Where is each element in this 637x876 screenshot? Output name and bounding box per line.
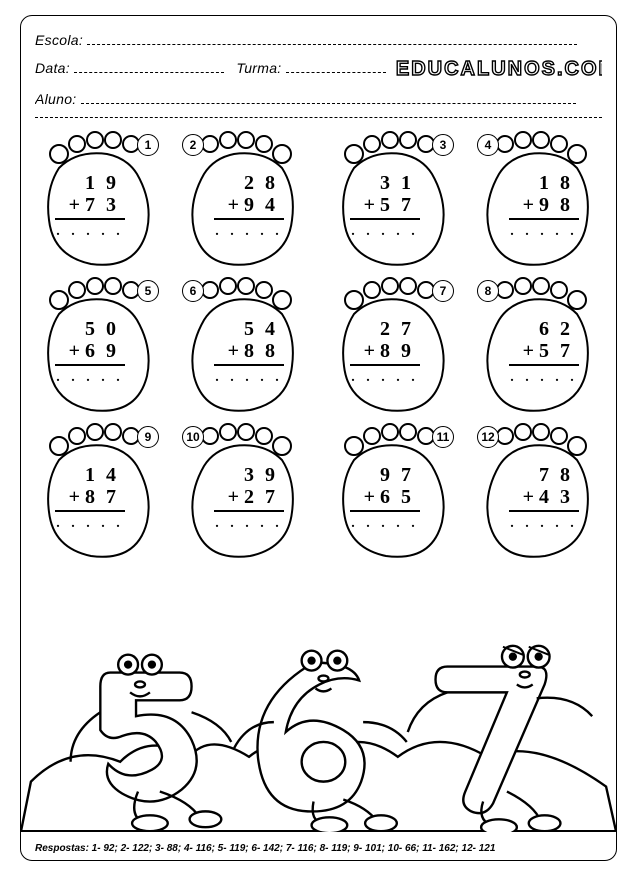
addend-bottom: +7 3 (55, 194, 125, 220)
foot-problem: 7 2 7 +8 9 . . . . . (332, 276, 460, 416)
feet-grid: 1 1 9 +7 3 . . . . . 2 2 8 +9 4 . . . . … (35, 130, 602, 562)
aluno-line[interactable] (81, 92, 576, 104)
foot-problem: 4 1 8 +9 8 . . . . . (471, 130, 599, 270)
problem-number-badge: 11 (432, 426, 454, 448)
addition-problem: 3 9 +2 7 . . . . . (214, 464, 284, 531)
addend-bottom: +4 3 (509, 486, 579, 512)
answer-blank[interactable]: . . . . . (350, 224, 420, 239)
escola-line[interactable] (87, 33, 577, 45)
addition-problem: 5 0 +6 9 . . . . . (55, 318, 125, 385)
problem-number-badge: 2 (182, 134, 204, 156)
answer-blank[interactable]: . . . . . (350, 370, 420, 385)
brand-logo: EDUCALUNOS.COM (396, 58, 602, 81)
problem-number-badge: 4 (477, 134, 499, 156)
addition-problem: 1 4 +8 7 . . . . . (55, 464, 125, 531)
answer-blank[interactable]: . . . . . (509, 516, 579, 531)
header-fields: Escola: Data: Turma: EDUCALUNOS.COM Alun… (35, 32, 602, 107)
turma-label: Turma: (236, 60, 281, 76)
foot-problem: 10 3 9 +2 7 . . . . . (176, 422, 304, 562)
addend-bottom: +2 7 (214, 486, 284, 512)
answer-blank[interactable]: . . . . . (55, 516, 125, 531)
addend-top: 7 8 (509, 464, 579, 486)
foot-problem: 8 6 2 +5 7 . . . . . (471, 276, 599, 416)
addend-top: 1 9 (55, 172, 125, 194)
data-line[interactable] (74, 61, 224, 73)
addend-bottom: +8 9 (350, 340, 420, 366)
addition-problem: 6 2 +5 7 . . . . . (509, 318, 579, 385)
addend-bottom: +6 9 (55, 340, 125, 366)
addend-bottom: +9 8 (509, 194, 579, 220)
addend-top: 6 2 (509, 318, 579, 340)
data-row: Data: Turma: EDUCALUNOS.COM (35, 58, 602, 81)
addend-top: 5 0 (55, 318, 125, 340)
addend-bottom: +5 7 (509, 340, 579, 366)
escola-row: Escola: (35, 32, 602, 48)
addition-problem: 1 8 +9 8 . . . . . (509, 172, 579, 239)
problem-number-badge: 5 (137, 280, 159, 302)
addend-top: 1 4 (55, 464, 125, 486)
addition-problem: 2 7 +8 9 . . . . . (350, 318, 420, 385)
problem-number-badge: 10 (182, 426, 204, 448)
addend-top: 3 1 (350, 172, 420, 194)
problem-number-badge: 1 (137, 134, 159, 156)
aluno-label: Aluno: (35, 91, 77, 107)
addend-top: 5 4 (214, 318, 284, 340)
problem-number-badge: 12 (477, 426, 499, 448)
answer-blank[interactable]: . . . . . (509, 370, 579, 385)
foot-problem: 1 1 9 +7 3 . . . . . (37, 130, 165, 270)
aluno-row: Aluno: (35, 91, 602, 107)
cartoon-numbers (21, 642, 616, 832)
answer-blank[interactable]: . . . . . (214, 370, 284, 385)
foot-problem: 5 5 0 +6 9 . . . . . (37, 276, 165, 416)
addition-problem: 9 7 +6 5 . . . . . (350, 464, 420, 531)
problem-number-badge: 6 (182, 280, 204, 302)
addend-bottom: +8 8 (214, 340, 284, 366)
addend-top: 3 9 (214, 464, 284, 486)
addition-problem: 1 9 +7 3 . . . . . (55, 172, 125, 239)
addend-bottom: +6 5 (350, 486, 420, 512)
answer-blank[interactable]: . . . . . (55, 224, 125, 239)
worksheet-page: Escola: Data: Turma: EDUCALUNOS.COM Alun… (20, 15, 617, 861)
problem-number-badge: 3 (432, 134, 454, 156)
foot-problem: 3 3 1 +5 7 . . . . . (332, 130, 460, 270)
addend-bottom: +9 4 (214, 194, 284, 220)
foot-problem: 11 9 7 +6 5 . . . . . (332, 422, 460, 562)
answers-line: Respostas: 1- 92; 2- 122; 3- 88; 4- 116;… (35, 843, 602, 854)
problem-number-badge: 9 (137, 426, 159, 448)
foot-problem: 6 5 4 +8 8 . . . . . (176, 276, 304, 416)
addend-top: 1 8 (509, 172, 579, 194)
answer-blank[interactable]: . . . . . (350, 516, 420, 531)
addition-problem: 7 8 +4 3 . . . . . (509, 464, 579, 531)
problem-number-badge: 8 (477, 280, 499, 302)
addend-bottom: +8 7 (55, 486, 125, 512)
turma-line[interactable] (286, 61, 386, 73)
answer-blank[interactable]: . . . . . (214, 516, 284, 531)
answer-blank[interactable]: . . . . . (214, 224, 284, 239)
data-label: Data: (35, 60, 70, 76)
addend-top: 2 8 (214, 172, 284, 194)
addend-top: 9 7 (350, 464, 420, 486)
answer-blank[interactable]: . . . . . (55, 370, 125, 385)
addend-bottom: +5 7 (350, 194, 420, 220)
foot-problem: 12 7 8 +4 3 . . . . . (471, 422, 599, 562)
addend-top: 2 7 (350, 318, 420, 340)
foot-problem: 2 2 8 +9 4 . . . . . (176, 130, 304, 270)
foot-problem: 9 1 4 +8 7 . . . . . (37, 422, 165, 562)
problem-number-badge: 7 (432, 280, 454, 302)
answer-blank[interactable]: . . . . . (509, 224, 579, 239)
addition-problem: 5 4 +8 8 . . . . . (214, 318, 284, 385)
addition-problem: 3 1 +5 7 . . . . . (350, 172, 420, 239)
header-divider (35, 117, 602, 118)
escola-label: Escola: (35, 32, 83, 48)
addition-problem: 2 8 +9 4 . . . . . (214, 172, 284, 239)
